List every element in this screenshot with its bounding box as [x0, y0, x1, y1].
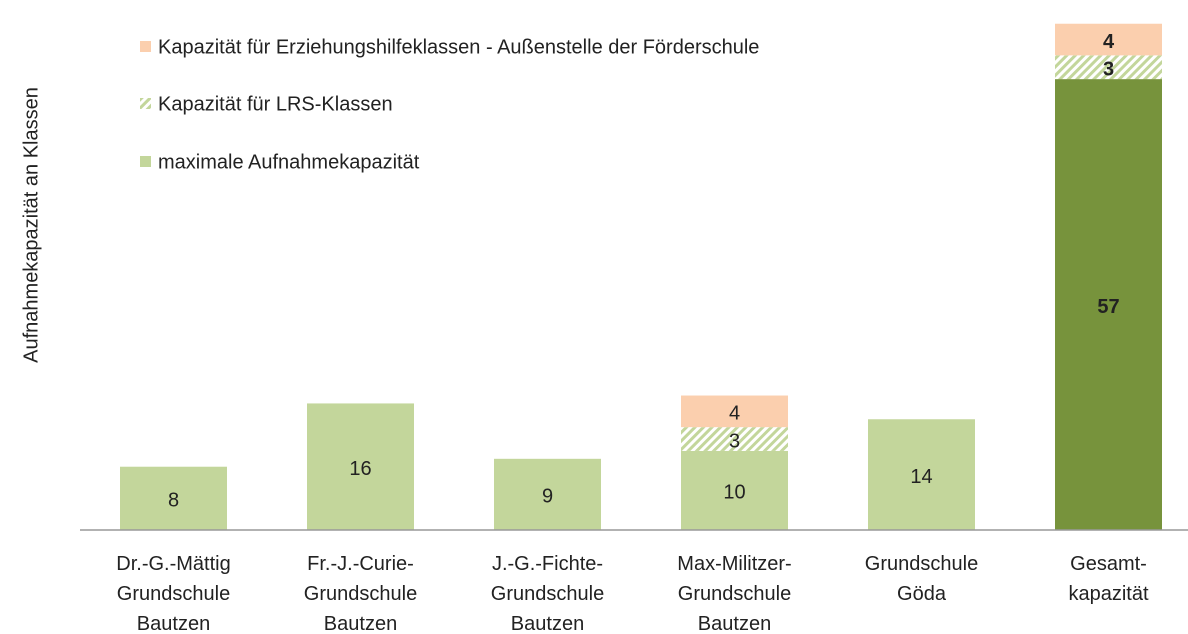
legend-swatch: [140, 41, 151, 52]
bar-segment: [1055, 55, 1162, 80]
x-tick-label: Fr.-J.-Curie-Grundschule Bautzen: [304, 553, 417, 634]
data-label: 9: [542, 486, 553, 508]
bar-segment: [1055, 79, 1162, 530]
x-tick-label: Grundschule Göda: [865, 553, 978, 605]
data-label: 14: [910, 466, 932, 488]
legend-swatch: [140, 156, 151, 167]
bar-segment: [494, 458, 601, 530]
data-label: 4: [1103, 31, 1115, 53]
y-axis-title: Aufnahmekapazität an Klassen: [20, 87, 42, 363]
data-label: 8: [168, 490, 179, 512]
x-tick-label: J.-G.-Fichte-Grundschule Bautzen: [491, 553, 604, 634]
x-tick-label: Dr.-G.-Mättig Grundschule Bautzen: [116, 553, 230, 634]
legend-swatch: [140, 98, 151, 109]
x-tick-label: Max-Militzer-Grundschule Bautzen: [677, 553, 791, 634]
data-label: 10: [723, 482, 745, 504]
bar-segment: [1055, 23, 1162, 56]
data-label: 3: [1103, 59, 1114, 81]
bar-segment: [681, 395, 788, 428]
bar-segment: [681, 427, 788, 451]
legend-label: Kapazität für Erziehungshilfeklassen - A…: [158, 36, 759, 58]
legend-label: maximale Aufnahmekapazität: [158, 151, 420, 173]
legend-label: Kapazität für LRS-Klassen: [158, 93, 393, 115]
data-label: 57: [1097, 296, 1119, 318]
bar-segment: [681, 450, 788, 530]
data-label: 3: [729, 430, 740, 452]
bar-segment: [868, 419, 975, 530]
bar-segment: [307, 403, 414, 530]
x-tick-label: Gesamt-kapazität: [1068, 553, 1148, 605]
bar-segment: [120, 466, 227, 530]
data-label: 4: [729, 403, 740, 425]
data-label: 16: [349, 458, 371, 480]
